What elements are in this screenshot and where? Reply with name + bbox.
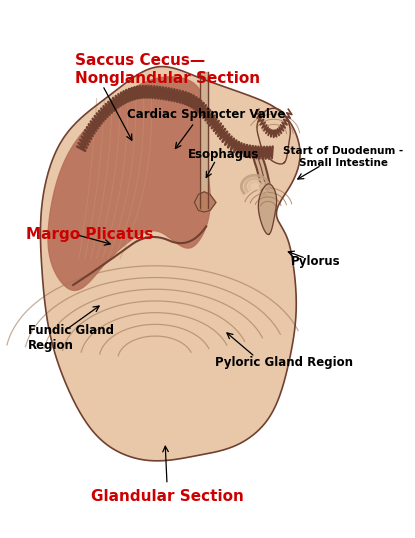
Text: Fundic Gland
Region: Fundic Gland Region <box>28 324 114 352</box>
Polygon shape <box>48 77 210 291</box>
Polygon shape <box>200 72 208 208</box>
Text: Pyloric Gland Region: Pyloric Gland Region <box>215 356 354 369</box>
Polygon shape <box>40 67 300 461</box>
Polygon shape <box>257 108 290 164</box>
Polygon shape <box>195 192 216 212</box>
Text: Esophagus: Esophagus <box>188 148 259 161</box>
Text: Margo Plicatus: Margo Plicatus <box>26 227 154 242</box>
Text: Start of Duodenum -
Small Intestine: Start of Duodenum - Small Intestine <box>283 146 403 168</box>
Text: Cardiac Sphincter Valve: Cardiac Sphincter Valve <box>127 108 286 121</box>
Text: Pylorus: Pylorus <box>291 254 340 267</box>
Text: Saccus Cecus—
Nonglandular Section: Saccus Cecus— Nonglandular Section <box>75 53 260 86</box>
Polygon shape <box>259 184 276 235</box>
Text: Glandular Section: Glandular Section <box>90 489 244 504</box>
